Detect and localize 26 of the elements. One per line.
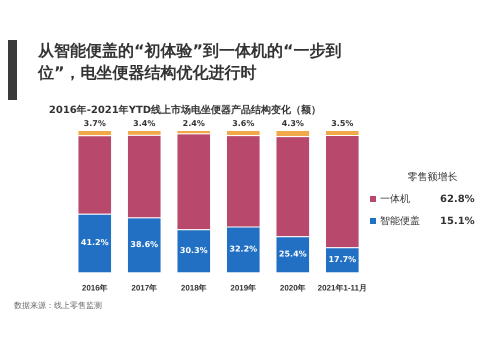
text: 62.8% bbox=[440, 194, 475, 204]
data-label: 41.2% bbox=[80, 238, 109, 248]
x-tick-label: 2016年 bbox=[82, 283, 108, 292]
data-label: 4.3% bbox=[282, 119, 304, 128]
data-label: 38.6% bbox=[130, 240, 158, 249]
x-tick-label: 2018年 bbox=[180, 283, 207, 292]
x-tick-label: 2019年 bbox=[230, 283, 256, 292]
text: 15.1% bbox=[440, 216, 475, 226]
x-tick-label: 2021年1-11月 bbox=[318, 283, 368, 292]
x-tick-label: 2020年 bbox=[280, 283, 306, 292]
data-label: 32.2% bbox=[229, 244, 258, 254]
chart-title: 从智能便盖的“初体验”到一体机的“一步到位”，电坐便器结构优化进行时 bbox=[38, 40, 343, 84]
data-label: 3.4% bbox=[133, 119, 156, 128]
x-tick-label: 2017年 bbox=[131, 283, 158, 292]
legend-label: 一体机 bbox=[380, 192, 411, 206]
data-label: 3.7% bbox=[84, 119, 106, 128]
legend-title: 零售额增长 bbox=[406, 170, 458, 184]
legend-label: 智能便盖 bbox=[380, 214, 421, 228]
chart-subtitle: 2016年-2021年YTD线上市场电坐便器产品结构变化（额） bbox=[48, 103, 322, 117]
data-label: 2.4% bbox=[182, 119, 205, 128]
source-note: 数据来源：线上零售监测 bbox=[14, 300, 102, 311]
data-label: 17.7% bbox=[328, 254, 356, 264]
data-label: 25.4% bbox=[278, 249, 307, 258]
data-label: 3.6% bbox=[232, 119, 254, 128]
data-label: 30.3% bbox=[180, 246, 208, 255]
data-label: 3.5% bbox=[331, 119, 354, 128]
